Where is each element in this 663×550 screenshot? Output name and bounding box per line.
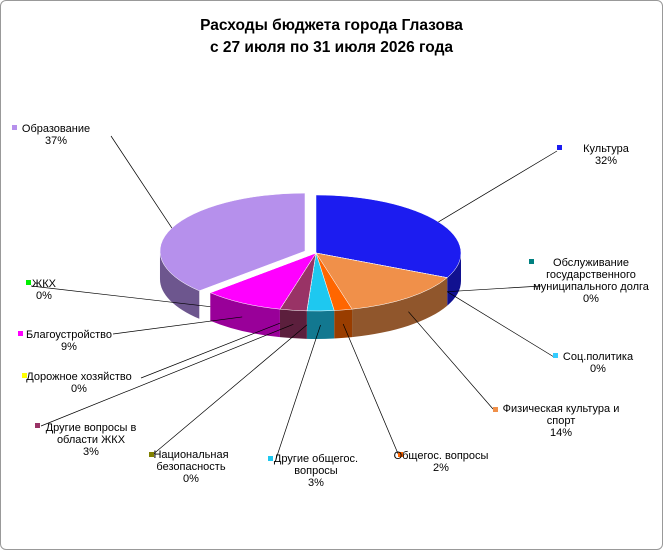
category-label: Национальная безопасность: [153, 449, 229, 473]
pie-slice-side: [352, 277, 448, 338]
data-label: Соц.политика 0%: [553, 351, 643, 375]
leader-line: [40, 323, 294, 427]
data-label: Благоустройство 9%: [14, 329, 124, 353]
value-label: 0%: [183, 473, 199, 485]
leader-line: [275, 324, 321, 460]
value-label: 32%: [594, 155, 618, 167]
legend-marker: [22, 373, 27, 378]
category-label: Культура: [583, 143, 629, 155]
pie-slice: [210, 252, 317, 293]
value-label: 14%: [549, 427, 573, 439]
value-label: 9%: [61, 341, 77, 353]
leader-line: [447, 285, 542, 293]
legend-marker: [18, 331, 23, 336]
leader-line: [110, 135, 173, 229]
leader-line: [438, 150, 558, 223]
category-label: ЖКХ: [32, 278, 56, 290]
category-label: Другие общегос. вопросы: [273, 453, 359, 477]
chart-title: Расходы бюджета города Глазова: [200, 17, 463, 34]
leader-line: [140, 322, 281, 379]
data-label: ЖКХ 0%: [24, 278, 64, 302]
legend-marker: [398, 452, 403, 457]
leader-line: [408, 311, 494, 410]
category-label: Благоустройство: [25, 329, 113, 341]
pie-slice: [159, 192, 306, 292]
value-label: 0%: [71, 383, 87, 395]
value-label: 3%: [308, 477, 324, 489]
pie-slice-side: [306, 310, 335, 340]
pie-slice-side: [334, 309, 353, 339]
data-label: Другие вопросы в области ЖКХ 3%: [31, 422, 151, 458]
leader-line: [447, 291, 555, 358]
legend-marker: [26, 280, 31, 285]
value-label: 0%: [583, 293, 599, 305]
category-label: Физическая культура и спорт: [502, 403, 620, 427]
value-label: 3%: [83, 446, 99, 458]
value-label: 0%: [36, 290, 52, 302]
value-label: 0%: [590, 363, 606, 375]
leader-line: [112, 316, 243, 335]
category-label: Соц.политика: [562, 351, 634, 363]
legend-marker: [529, 259, 534, 264]
category-label: Обслуживание государственного муниципаль…: [533, 257, 649, 293]
data-label: Физическая культура и спорт 14%: [491, 403, 631, 439]
category-label: Другие вопросы в области ЖКХ: [45, 422, 137, 446]
pie-slice-side: [159, 251, 200, 319]
category-label: Образование: [21, 123, 91, 135]
legend-marker: [557, 145, 562, 150]
legend-marker: [149, 452, 154, 457]
legend-marker: [268, 456, 273, 461]
data-label: Образование 37%: [6, 123, 106, 147]
leader-line: [150, 324, 308, 457]
legend-marker: [12, 125, 17, 130]
value-label: 2%: [433, 462, 449, 474]
legend-marker: [493, 407, 498, 412]
data-label: Национальная безопасность 0%: [141, 449, 241, 485]
pie-slice-side: [210, 292, 280, 338]
pie-slice-side: [279, 309, 307, 339]
value-label: 37%: [44, 135, 68, 147]
chart-subtitle: с 27 июля по 31 июля 2026 года: [209, 39, 454, 56]
legend-marker: [553, 353, 558, 358]
pie-slice: [315, 252, 448, 310]
category-label: Дорожное хозяйство: [26, 371, 132, 383]
leader-line: [342, 323, 400, 457]
legend-marker: [35, 423, 40, 428]
pie-slice: [315, 194, 462, 278]
data-label: Дорожное хозяйство 0%: [14, 371, 144, 395]
data-label: Общегос. вопросы 2%: [381, 450, 501, 474]
category-label: Общегос. вопросы: [393, 450, 489, 462]
leader-line: [30, 285, 211, 308]
data-label: Обслуживание государственного муниципаль…: [526, 257, 656, 305]
data-label: Культура 32%: [561, 143, 651, 167]
pie-slice: [209, 252, 317, 310]
data-label: Другие общегос. вопросы 3%: [266, 453, 366, 489]
